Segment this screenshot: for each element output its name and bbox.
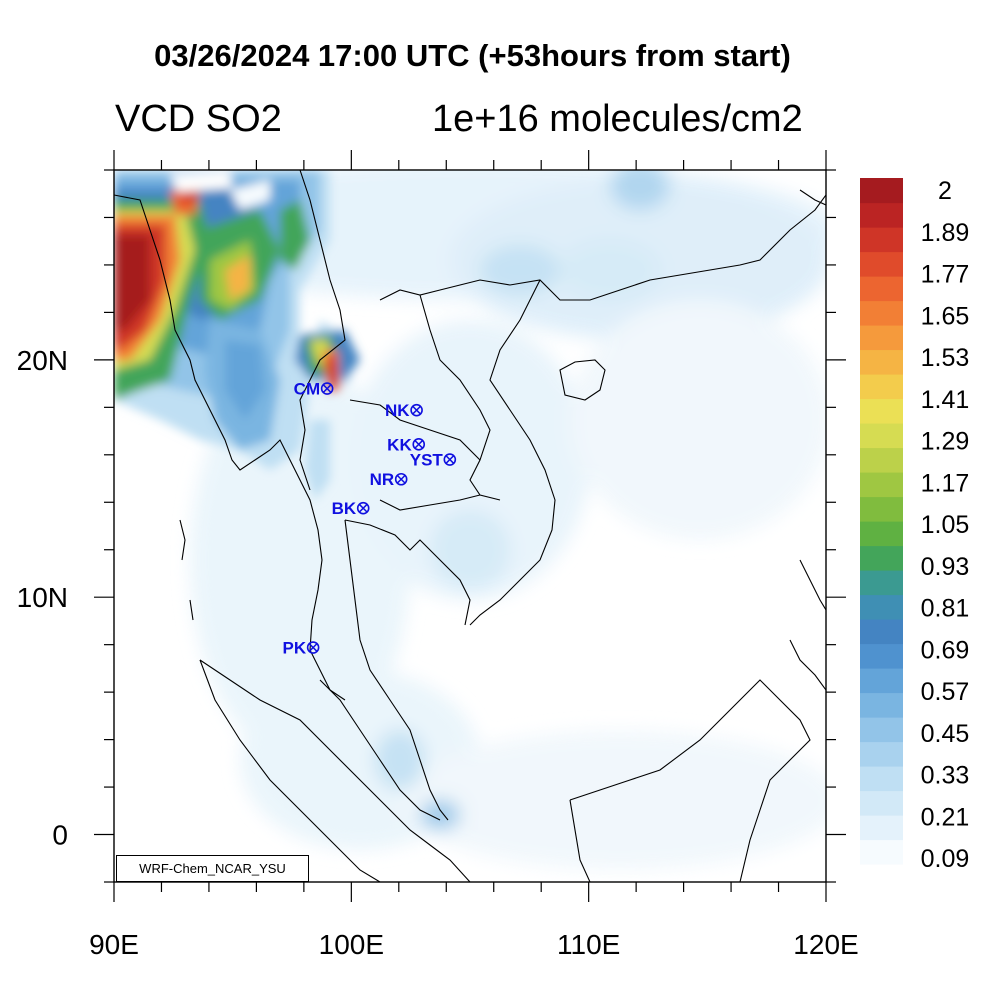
colorbar-segment (860, 472, 903, 498)
y-tick-label: 10N (17, 582, 68, 613)
colorbar-label: 0.81 (921, 595, 970, 623)
colorbar-segment (860, 594, 903, 620)
colorbar-label: 1.17 (921, 469, 970, 497)
colorbar-label: 0.69 (921, 636, 970, 664)
colorbar-segment (860, 741, 903, 767)
colorbar-segment (860, 545, 903, 571)
colorbar-segment (860, 570, 903, 596)
colorbar-segment (860, 619, 903, 645)
colorbar-segment (860, 349, 903, 375)
colorbar-segment (860, 325, 903, 351)
station-marker-icon (410, 403, 423, 417)
x-tick-label: 110E (557, 929, 620, 960)
station-marker-icon (412, 438, 426, 451)
colorbar-segment (860, 447, 903, 473)
colorbar-segment (860, 276, 903, 302)
colorbar-segment (860, 692, 903, 718)
station-marker-cross (322, 384, 332, 394)
colorbar-segment (860, 717, 903, 743)
colorbar-label: 0.93 (921, 553, 970, 581)
colorbar-segment (860, 227, 903, 253)
colorbar-label: 1.65 (921, 302, 970, 330)
station-marker-cross (414, 439, 424, 449)
colorbar-label: 1.29 (921, 428, 970, 456)
station-marker-cross (396, 474, 406, 484)
colorbar-segment (860, 251, 903, 277)
station-marker-icon (394, 472, 408, 486)
colorbar-segment (860, 521, 903, 547)
station-nk: NK (385, 401, 423, 420)
station-label: PK (282, 639, 306, 658)
colorbar-label: 0.09 (921, 845, 970, 873)
colorbar-segment (860, 668, 903, 694)
x-tick-label: 120E (793, 929, 858, 960)
colorbar-segment (860, 815, 903, 841)
colorbar-label: 2 (938, 177, 952, 205)
station-marker-icon (306, 641, 320, 654)
colorbar-label: 0.33 (921, 762, 970, 790)
colorbar-label: 0.57 (921, 678, 970, 706)
station-label: NK (385, 401, 410, 420)
colorbar-segment (860, 790, 903, 816)
station-label: KK (387, 435, 412, 454)
station-marker-icon (443, 453, 457, 466)
colorbar-segment (860, 643, 903, 669)
colorbar-segment (860, 300, 903, 326)
colorbar-label: 0.45 (921, 720, 970, 748)
colorbar-segment (860, 839, 903, 865)
station-cm: CM (294, 380, 334, 399)
station-marker-cross (445, 455, 455, 464)
station-label: NR (370, 470, 395, 489)
coastlines-and-borders (114, 170, 826, 882)
colorbar-segment (860, 202, 903, 228)
station-nr: NR (370, 470, 408, 489)
station-marker-icon (320, 382, 334, 395)
colorbar-label: 1.89 (921, 219, 970, 247)
station-yst: YST (410, 451, 457, 470)
station-kk: KK (387, 435, 426, 454)
colorbar-segment (860, 398, 903, 424)
station-label: YST (410, 451, 444, 470)
station-label: BK (332, 499, 357, 518)
x-tick-label: 90E (89, 929, 139, 960)
colorbar-label: 1.77 (921, 261, 970, 289)
x-tick-label: 100E (319, 929, 384, 960)
units-label: 1e+16 molecules/cm2 (432, 98, 803, 140)
colorbar-label: 1.53 (921, 344, 970, 372)
colorbar-segment (860, 496, 903, 522)
colorbar-label: 1.41 (921, 386, 970, 414)
variable-label: VCD SO2 (115, 98, 282, 140)
plot-title: 03/26/2024 17:00 UTC (+53hours from star… (154, 38, 791, 73)
station-marker-cross (412, 405, 422, 415)
station-label: CM (294, 380, 320, 399)
y-tick-label: 0 (52, 820, 68, 851)
station-bk: BK (332, 499, 370, 518)
station-marker-icon (356, 501, 370, 515)
map-frame (113, 169, 827, 883)
colorbar-label: 0.21 (921, 803, 970, 831)
colorbar-label: 1.05 (921, 511, 970, 539)
colorbar-segment (860, 423, 903, 449)
x-axis-tick-labels: 90E 100E 110E 120E (89, 929, 859, 960)
model-credit: WRF-Chem_NCAR_YSU (116, 855, 309, 882)
station-marker-cross (358, 503, 368, 513)
y-tick-label: 20N (17, 345, 68, 376)
colorbar-segment (860, 766, 903, 792)
colorbar-segment (860, 374, 903, 400)
station-marker-cross (308, 643, 318, 652)
station-pk: PK (282, 639, 320, 658)
axis-ticks (94, 150, 846, 902)
y-axis-tick-labels: 0 10N 20N (17, 345, 68, 851)
so2-field (114, 170, 826, 870)
colorbar-segment (860, 178, 903, 204)
colorbar: 2 1.89 1.77 1.65 1.53 1.41 1.29 1.17 1.05 0.93 0.8… (860, 177, 969, 873)
